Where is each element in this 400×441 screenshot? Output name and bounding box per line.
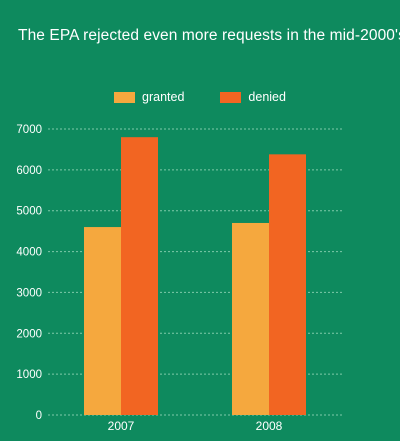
legend: granted denied (0, 90, 400, 104)
legend-swatch-denied (220, 91, 242, 103)
y-tick-label-4000: 4000 (16, 247, 42, 259)
legend-label-granted: granted (142, 90, 185, 104)
bar-denied-2007[interactable] (121, 137, 158, 415)
legend-entry-granted[interactable]: granted (114, 90, 184, 104)
y-tick-label-0: 0 (36, 410, 42, 422)
legend-swatch-granted (114, 91, 136, 103)
x-tick-label-2007: 2007 (108, 419, 135, 433)
y-tick-label-7000: 7000 (16, 124, 42, 136)
bar-granted-2007[interactable] (84, 227, 121, 415)
legend-entry-denied[interactable]: denied (220, 90, 286, 104)
legend-label-denied: denied (248, 90, 286, 104)
x-tick-label-2008: 2008 (256, 419, 283, 433)
bar-granted-2008[interactable] (232, 222, 269, 415)
y-tick-label-2000: 2000 (16, 328, 42, 340)
chart-title: The EPA rejected even more requests in t… (18, 27, 400, 44)
y-tick-label-5000: 5000 (16, 206, 42, 218)
y-tick-label-3000: 3000 (16, 287, 42, 299)
y-tick-label-1000: 1000 (16, 369, 42, 381)
bar-denied-2008[interactable] (269, 154, 306, 415)
y-tick-label-6000: 6000 (16, 165, 42, 177)
